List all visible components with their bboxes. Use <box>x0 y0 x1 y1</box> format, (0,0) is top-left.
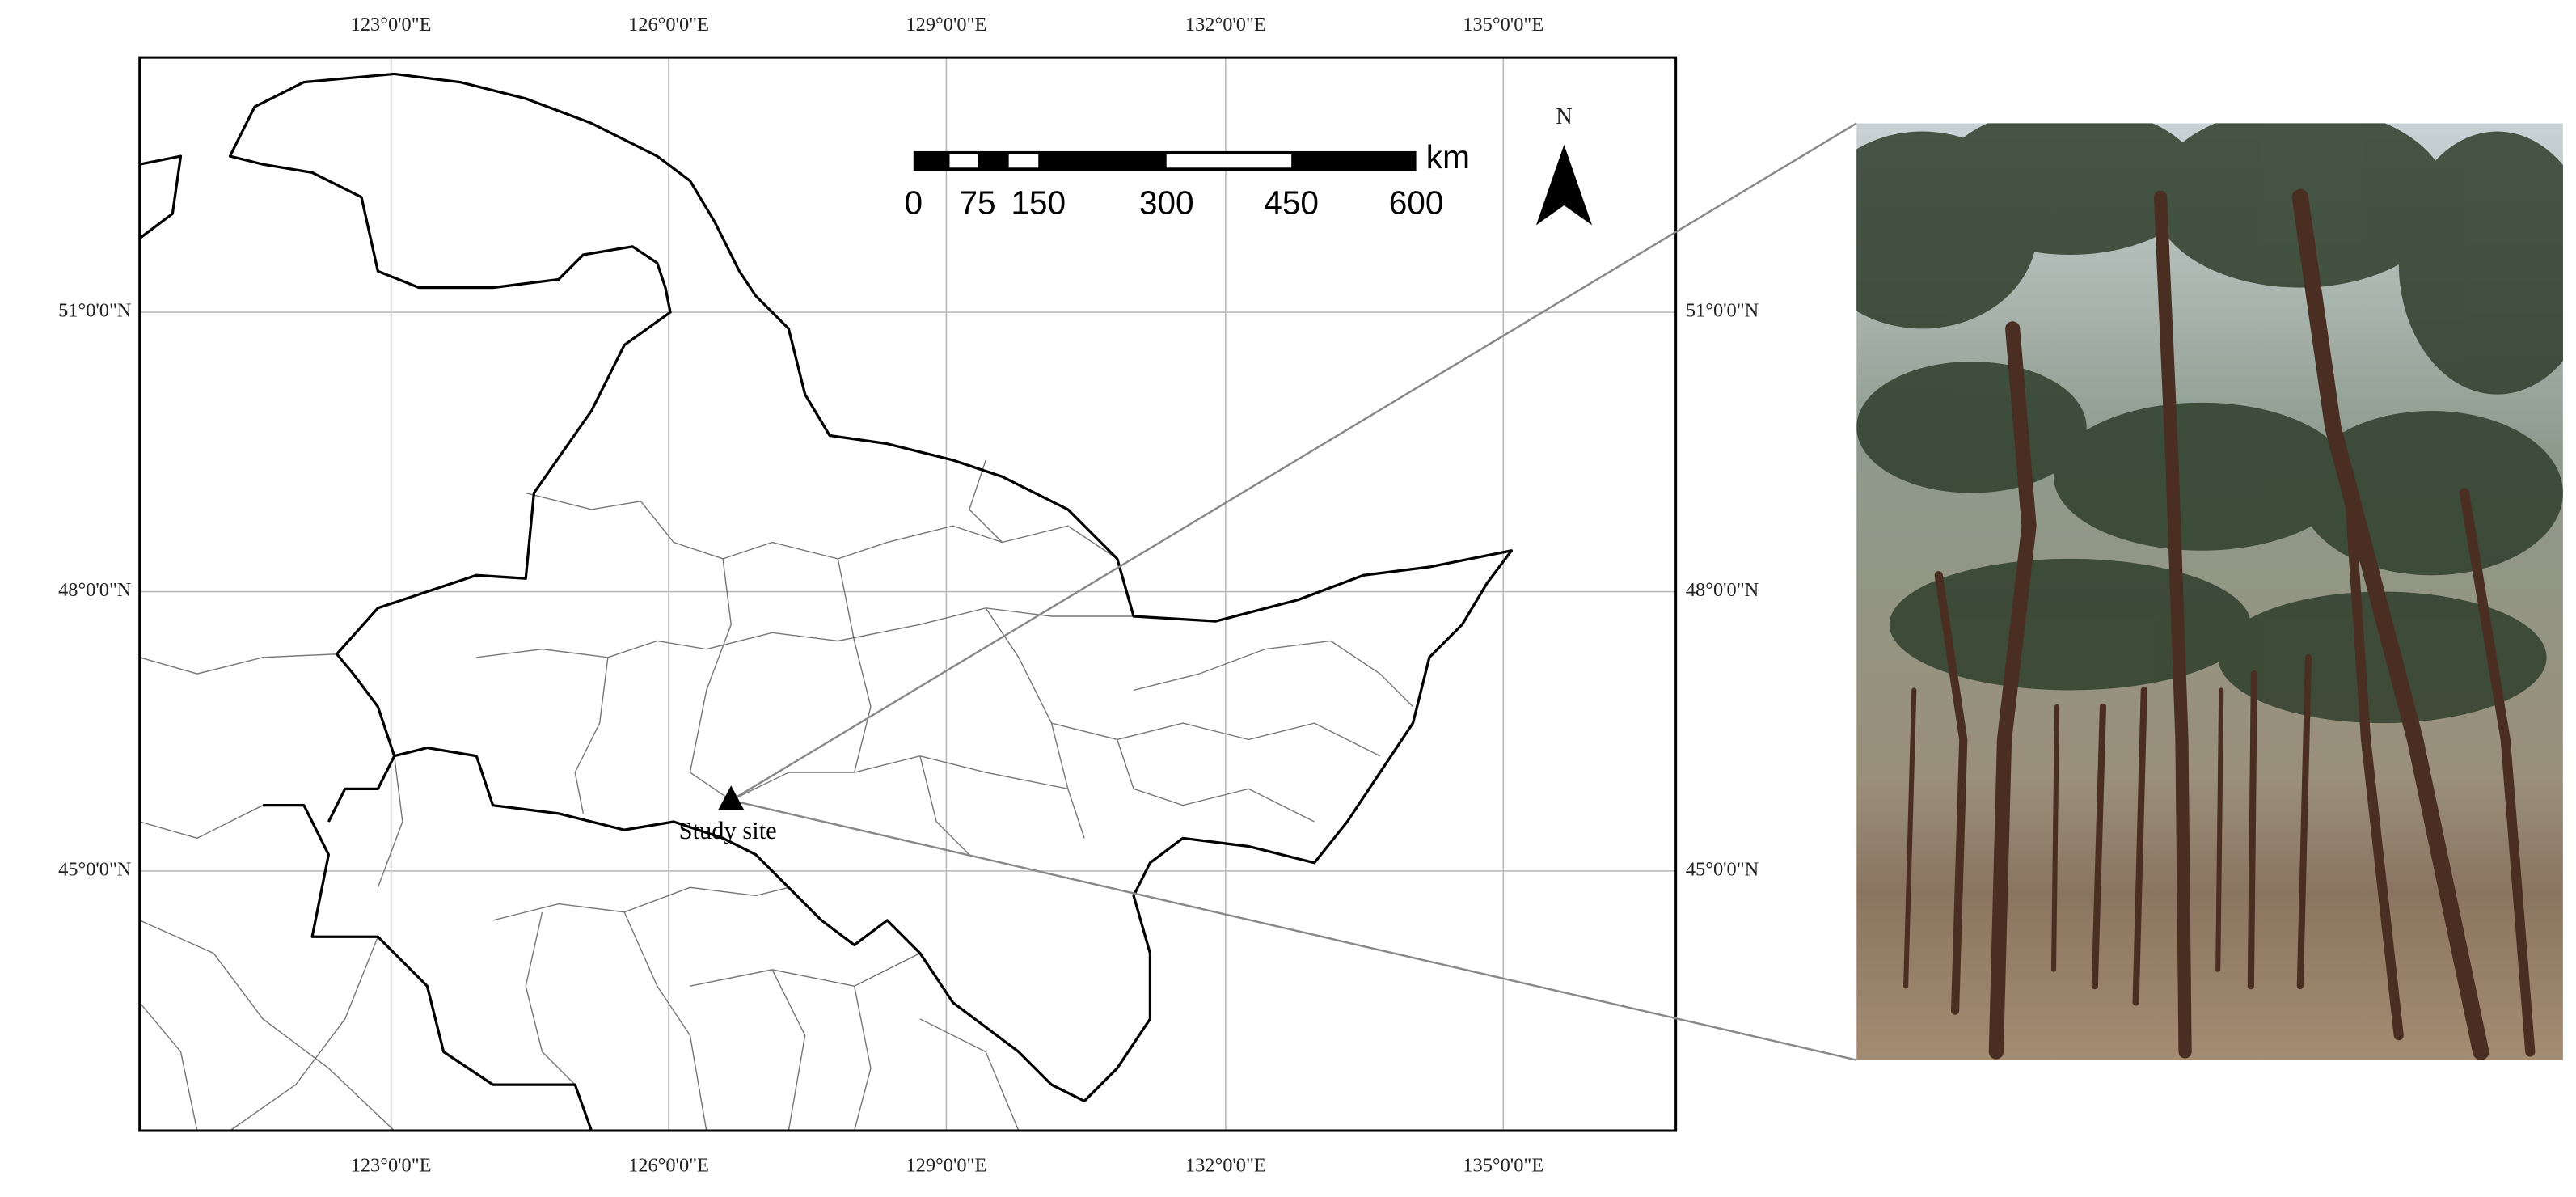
province-borders <box>139 72 1514 1131</box>
scale-unit: km <box>1426 138 1470 176</box>
map-content <box>139 57 1676 1131</box>
callout-line <box>730 799 1857 1061</box>
north-arrow <box>1535 144 1593 226</box>
scale-label: 75 <box>959 184 995 222</box>
top-tick-label: 126°0'0"E <box>628 14 709 36</box>
top-tick-label: 132°0'0"E <box>1185 14 1266 36</box>
scale-label: 600 <box>1389 184 1444 222</box>
left-tick-label: 45°0'0"N <box>58 859 132 881</box>
top-tick-label: 135°0'0"E <box>1463 14 1543 36</box>
bottom-tick-label: 135°0'0"E <box>1463 1154 1543 1176</box>
left-tick-label: 48°0'0"N <box>58 579 132 601</box>
map-frame <box>138 56 1678 1132</box>
right-tick-label: 45°0'0"N <box>1686 859 1759 881</box>
scale-labels: 0 75 150 300 450 600 <box>904 184 1443 222</box>
north-label: N <box>1556 104 1573 129</box>
county-borders <box>139 459 1414 1131</box>
top-tick-label: 129°0'0"E <box>906 14 986 36</box>
scale-label: 150 <box>1011 184 1066 222</box>
map-background <box>139 57 1676 1131</box>
scale-label: 450 <box>1264 184 1319 222</box>
site-marker <box>717 785 745 810</box>
scale-bar <box>913 150 1417 171</box>
tick-labels: 123°0'0"E 126°0'0"E 129°0'0"E 132°0'0"E 135°… <box>58 14 1759 1176</box>
scale-label: 300 <box>1139 184 1194 222</box>
forest-photo <box>1856 123 2563 1060</box>
top-tick-label: 123°0'0"E <box>351 14 432 36</box>
bottom-tick-label: 129°0'0"E <box>906 1154 986 1176</box>
bottom-tick-label: 126°0'0"E <box>628 1154 709 1176</box>
scale-label: 0 <box>904 184 923 222</box>
bottom-tick-label: 123°0'0"E <box>351 1154 432 1176</box>
graticule <box>139 57 1676 1131</box>
site-label: Study site <box>679 817 777 844</box>
callout-line <box>730 122 1857 802</box>
right-tick-label: 48°0'0"N <box>1686 579 1759 601</box>
right-tick-label: 51°0'0"N <box>1686 300 1759 322</box>
map-group: 123°0'0"E 126°0'0"E 129°0'0"E 132°0'0"E 135°… <box>58 14 2563 1176</box>
bottom-tick-label: 132°0'0"E <box>1185 1154 1266 1176</box>
left-tick-label: 51°0'0"N <box>58 300 132 322</box>
